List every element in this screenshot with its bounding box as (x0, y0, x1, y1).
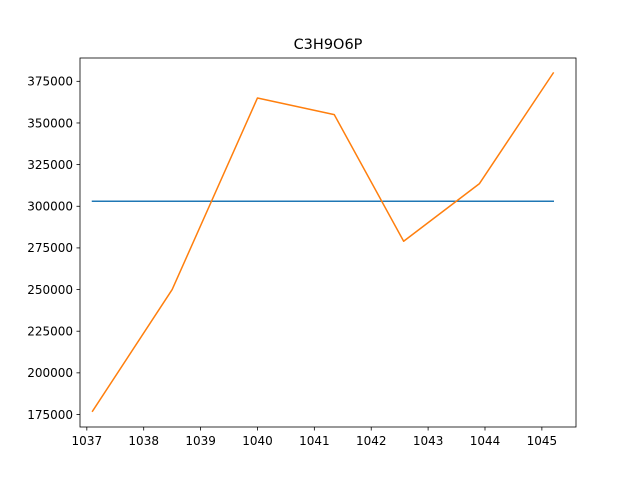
y-tick-label: 275000 (27, 241, 73, 255)
y-tick-label: 250000 (27, 283, 73, 297)
y-tick-label: 300000 (27, 200, 73, 214)
series-line-2 (91, 71, 555, 413)
y-tick-label: 175000 (27, 408, 73, 422)
x-tick-label: 1043 (413, 434, 444, 448)
y-tick-label: 325000 (27, 158, 73, 172)
x-tick-label: 1041 (299, 434, 330, 448)
x-tick-label: 1039 (185, 434, 216, 448)
y-tick-label: 350000 (27, 116, 73, 130)
y-tick-label: 225000 (27, 325, 73, 339)
x-tick-label: 1042 (356, 434, 387, 448)
y-tick-label: 375000 (27, 75, 73, 89)
chart-title: C3H9O6P (294, 37, 363, 53)
x-tick-label: 1040 (242, 434, 273, 448)
axes-layer: 1037 1038 1039 1040 1041 1042 1043 1044 1045 1750… (27, 57, 577, 448)
plot-frame (79, 57, 577, 428)
y-tick-label: 200000 (27, 366, 73, 380)
x-tick-label: 1045 (527, 434, 558, 448)
x-tick-label: 1044 (470, 434, 501, 448)
series-layer (91, 71, 555, 413)
x-tick-label: 1037 (72, 434, 103, 448)
x-tick-label: 1038 (128, 434, 159, 448)
